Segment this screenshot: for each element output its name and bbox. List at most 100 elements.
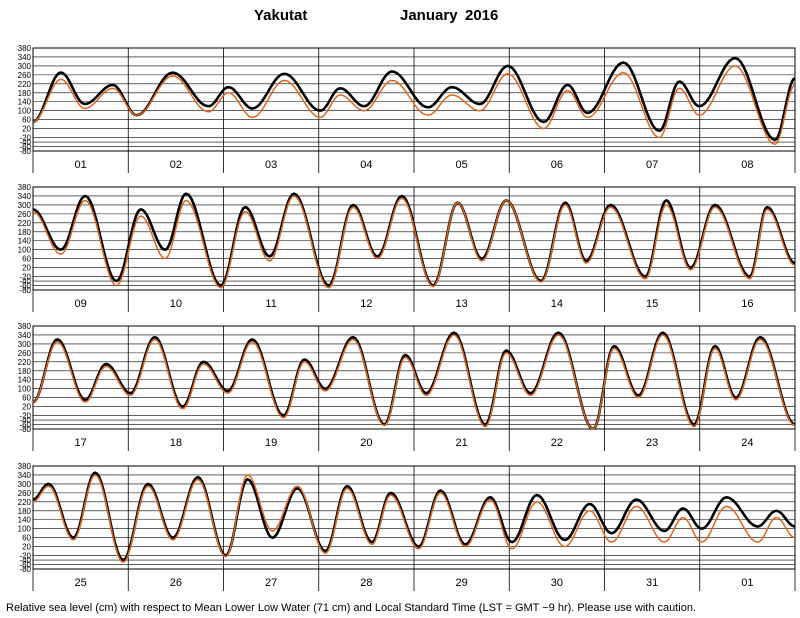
day-label: 14 (551, 298, 563, 310)
day-label: 09 (75, 298, 87, 310)
day-label: 08 (741, 159, 753, 171)
day-label: 07 (646, 159, 658, 171)
day-label: 21 (456, 437, 468, 449)
y-tick-label: 220 (18, 358, 32, 367)
day-label: 24 (741, 437, 753, 449)
predicted-line (33, 195, 795, 289)
y-tick-label: 300 (18, 62, 32, 71)
y-tick-label: 140 (18, 376, 32, 385)
day-label: 02 (170, 159, 182, 171)
y-tick-label: 260 (18, 210, 32, 219)
observed-line (33, 56, 795, 142)
y-tick-label: 20 (22, 543, 31, 552)
y-tick-label: -40 (19, 556, 31, 565)
y-tick-label: 220 (18, 498, 32, 507)
y-tick-label: 100 (18, 385, 32, 394)
y-tick-label: 180 (18, 507, 32, 516)
y-tick-label: -40 (19, 416, 31, 425)
day-label: 18 (170, 437, 182, 449)
y-tick-label: 20 (22, 264, 31, 273)
y-tick-label: -60 (19, 421, 31, 430)
y-tick-label: 260 (18, 489, 32, 498)
predicted-line (33, 334, 795, 429)
panel-4: 3803403002602201801401006020-20-40-60-80… (18, 462, 796, 591)
y-tick-label: -60 (19, 143, 31, 152)
day-label: 25 (75, 577, 87, 589)
y-tick-label: 100 (18, 525, 32, 534)
y-tick-label: 380 (18, 462, 32, 471)
day-label: 26 (170, 577, 182, 589)
day-label: 06 (551, 159, 563, 171)
day-label: 27 (265, 577, 277, 589)
y-tick-label: 140 (18, 516, 32, 525)
y-tick-label: -80 (19, 286, 31, 295)
day-label: 22 (551, 437, 563, 449)
y-tick-label: 300 (18, 340, 32, 349)
y-tick-label: 260 (18, 349, 32, 358)
day-label: 20 (360, 437, 372, 449)
day-label: 17 (75, 437, 87, 449)
panel-1: 3803403002602201801401006020-20-40-60-80… (18, 44, 796, 173)
y-tick-label: 60 (22, 255, 31, 264)
predicted-line (33, 474, 795, 564)
y-tick-label: -40 (19, 277, 31, 286)
panel-3: 3803403002602201801401006020-20-40-60-80… (18, 322, 796, 451)
y-tick-label: 380 (18, 322, 32, 331)
y-tick-label: 340 (18, 192, 32, 201)
y-tick-label: 20 (22, 125, 31, 134)
y-tick-label: -40 (19, 138, 31, 147)
y-tick-label: 20 (22, 403, 31, 412)
footer-note: Relative sea level (cm) with respect to … (6, 602, 696, 614)
y-tick-label: -20 (19, 134, 31, 143)
y-tick-label: 60 (22, 534, 31, 543)
y-tick-label: -60 (19, 282, 31, 291)
day-label: 05 (456, 159, 468, 171)
month-title: January (400, 7, 458, 24)
y-tick-label: -20 (19, 552, 31, 561)
year-title: 2016 (465, 7, 498, 24)
y-tick-label: 140 (18, 237, 32, 246)
y-tick-label: 100 (18, 107, 32, 116)
y-tick-label: 220 (18, 219, 32, 228)
station-title: Yakutat (254, 7, 307, 24)
day-label: 15 (646, 298, 658, 310)
day-label: 28 (360, 577, 372, 589)
day-label: 16 (741, 298, 753, 310)
day-label: 01 (75, 159, 87, 171)
day-label: 10 (170, 298, 182, 310)
day-label: 29 (456, 577, 468, 589)
day-label: 30 (551, 577, 563, 589)
y-tick-label: 260 (18, 71, 32, 80)
day-label: 12 (360, 298, 372, 310)
y-tick-label: 340 (18, 471, 32, 480)
y-tick-label: 60 (22, 116, 31, 125)
y-tick-label: -60 (19, 561, 31, 570)
day-label: 11 (265, 298, 276, 310)
y-tick-label: 220 (18, 80, 32, 89)
y-tick-label: 180 (18, 89, 32, 98)
day-label: 23 (646, 437, 658, 449)
y-tick-label: 340 (18, 53, 32, 62)
chart-panels: 3803403002602201801401006020-20-40-60-80… (18, 44, 796, 591)
day-label: 19 (265, 437, 277, 449)
y-tick-label: 140 (18, 98, 32, 107)
day-label: 01 (741, 577, 753, 589)
observed-line (33, 471, 795, 562)
day-label: 31 (646, 577, 658, 589)
y-tick-label: 380 (18, 44, 32, 53)
y-tick-label: 100 (18, 246, 32, 255)
y-tick-label: 180 (18, 228, 32, 237)
y-tick-label: 380 (18, 183, 32, 192)
day-label: 13 (456, 298, 468, 310)
y-tick-label: -80 (19, 425, 31, 434)
y-tick-label: 300 (18, 480, 32, 489)
day-label: 04 (360, 159, 372, 171)
y-tick-label: 340 (18, 331, 32, 340)
y-tick-label: -20 (19, 273, 31, 282)
predicted-line (33, 65, 795, 146)
y-tick-label: -80 (19, 565, 31, 574)
day-label: 03 (265, 159, 277, 171)
observed-line (33, 331, 795, 429)
y-tick-label: -20 (19, 412, 31, 421)
